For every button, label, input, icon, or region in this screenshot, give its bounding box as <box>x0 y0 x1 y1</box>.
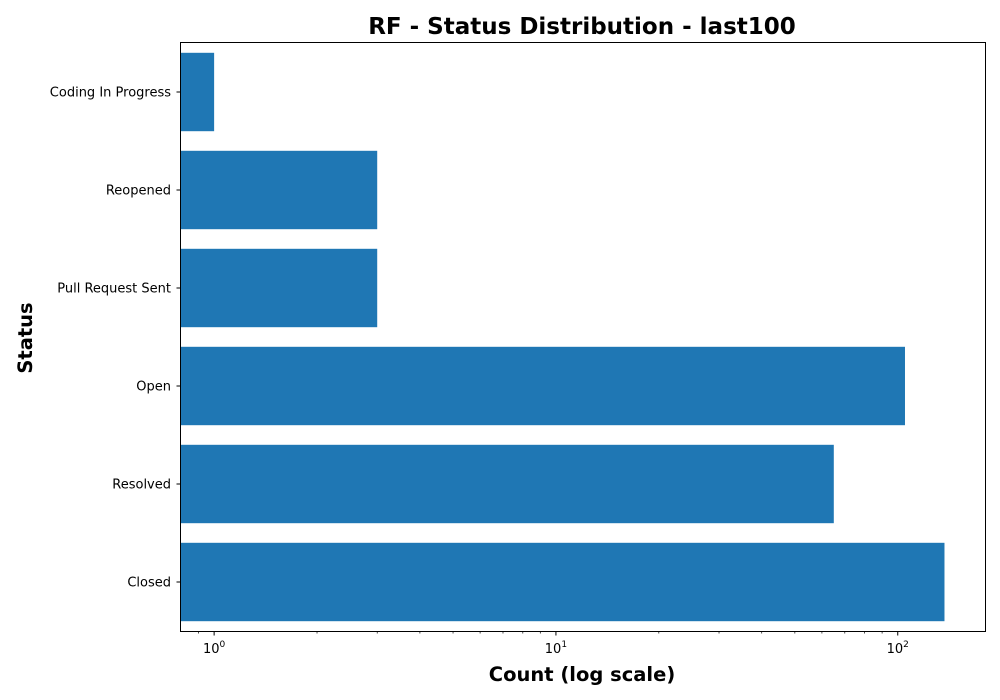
y-tick-label: Reopened <box>106 184 171 199</box>
plot-frame <box>180 42 986 632</box>
y-tick-label: Closed <box>127 576 171 591</box>
y-tick-label: Pull Request Sent <box>57 282 171 297</box>
x-tick-label: 102 <box>887 640 909 657</box>
y-axis-label: Status <box>14 302 37 373</box>
bars-group <box>181 52 945 622</box>
y-tick-label: Coding In Progress <box>50 86 171 101</box>
y-axis-ticks: Closed Resolved Open Pull Request Sent Reope… <box>50 86 181 591</box>
x-axis-ticks: 100 101 102 <box>198 631 909 657</box>
bar-pull-request-sent <box>181 248 378 328</box>
bar-coding-in-progress <box>181 52 215 132</box>
x-axis-label: Count (log scale) <box>489 663 675 686</box>
y-tick-label: Open <box>136 380 171 395</box>
bar-reopened <box>181 150 378 230</box>
bar-closed <box>181 542 945 622</box>
bar-open <box>181 346 905 426</box>
y-tick-label: Resolved <box>112 478 171 493</box>
x-tick-label: 101 <box>545 640 567 657</box>
x-tick-label: 100 <box>203 640 226 657</box>
chart-title: RF - Status Distribution - last100 <box>368 14 796 40</box>
bar-resolved <box>181 444 834 524</box>
